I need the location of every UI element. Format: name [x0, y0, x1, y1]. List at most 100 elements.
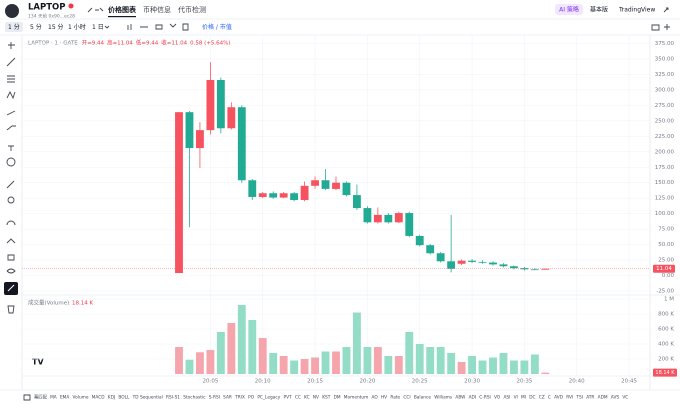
indicator[interactable]: ADM: [598, 395, 608, 401]
interval[interactable]: 1 小时: [68, 23, 86, 31]
indicator[interactable]: RSI-S1: [166, 395, 180, 401]
volume-bar: [175, 347, 183, 374]
indicator[interactable]: NV: [313, 395, 319, 401]
candle-body: [216, 80, 225, 129]
tab[interactable]: 价格图表: [108, 5, 137, 14]
indicator[interactable]: S-RSI: [209, 395, 220, 401]
ai-pill[interactable]: [555, 4, 583, 15]
indicator[interactable]: KC: [304, 395, 310, 401]
indicator[interactable]: EMA: [60, 395, 69, 401]
indicator[interactable]: ASI: [503, 395, 510, 401]
volume-bar: [279, 356, 288, 374]
price-toggle[interactable]: 价格 / 市值: [202, 23, 232, 31]
indicator[interactable]: TSI: [575, 395, 583, 401]
icons[interactable]: [87, 7, 104, 13]
x-tick-label: 20:25: [412, 379, 428, 385]
y-tick-label: 50.00: [658, 242, 674, 248]
candle-body: [415, 235, 424, 246]
volume-bar: [342, 347, 351, 374]
indicator[interactable]: PVT: [283, 395, 292, 401]
volume-bar: [478, 360, 487, 374]
settings-icon[interactable]: [23, 394, 31, 401]
indicator[interactable]: Stochastic: [183, 395, 206, 401]
indicator[interactable]: C-RSI: [479, 395, 491, 401]
candle-body: [311, 180, 319, 186]
indicator[interactable]: VO: [494, 395, 501, 401]
y-tick-label: 375.00: [655, 41, 675, 47]
volume-tick-label: 1 M: [664, 297, 674, 303]
indicator[interactable]: ADI: [469, 395, 477, 401]
indicator[interactable]: Volume: [73, 395, 89, 401]
volume-bar: [447, 353, 456, 374]
indicator[interactable]: Momentum: [344, 395, 368, 401]
indicator[interactable]: PO: [248, 395, 255, 401]
tab[interactable]: 币种信息: [143, 5, 171, 14]
indicator[interactable]: MI: [521, 395, 526, 401]
y-tick-label: 200.00: [655, 149, 675, 155]
indicator[interactable]: ABW: [455, 395, 466, 401]
volume-bar: [248, 320, 257, 374]
basic-button[interactable]: 基本版: [590, 6, 608, 14]
indicator[interactable]: CC: [295, 395, 301, 401]
indicator[interactable]: TD Sequential: [132, 395, 163, 401]
indicator[interactable]: SAR: [223, 395, 232, 401]
expand-icon[interactable]: [663, 7, 669, 13]
indicator[interactable]: DM: [334, 395, 341, 401]
candle-body: [206, 80, 215, 131]
indicator[interactable]: BOLL: [118, 395, 130, 401]
interval[interactable]: 1 分: [8, 23, 20, 31]
indicator[interactable]: KDJ: [108, 395, 115, 401]
candle-body: [185, 112, 194, 149]
interval[interactable]: 15 分: [48, 23, 64, 31]
indicator[interactable]: RVI: [566, 395, 573, 401]
indicator[interactable]: AVD: [554, 395, 564, 401]
volume-bar: [541, 372, 550, 374]
toolbar-right-icons[interactable]: [651, 24, 670, 31]
candle-body: [258, 193, 267, 197]
ai-button[interactable]: AI 策略: [559, 6, 579, 14]
indicator[interactable]: VI: [514, 395, 518, 401]
indicator[interactable]: DC: [529, 395, 535, 401]
indicator[interactable]: CZ: [539, 395, 545, 401]
indicator[interactable]: PC_Legacy: [257, 395, 280, 401]
x-tick-label: 20:45: [621, 379, 637, 385]
x-tick-label: 20:35: [516, 379, 532, 385]
y-tick-label: 225.00: [655, 134, 675, 140]
candle-body: [541, 268, 550, 270]
indicator[interactable]: Williams: [434, 395, 453, 401]
indicator[interactable]: ATR: [586, 395, 594, 401]
volume-tick-label: 200 K: [658, 357, 674, 363]
indicator[interactable]: AVS: [611, 395, 620, 401]
indicator[interactable]: C: [548, 395, 551, 401]
interval[interactable]: 5 分: [30, 23, 42, 31]
candle-body: [279, 193, 288, 198]
indicator[interactable]: AO: [371, 395, 378, 401]
x-tick-label: 20:15: [307, 379, 323, 385]
candle-body: [175, 112, 183, 274]
indicator[interactable]: CCI: [403, 395, 410, 401]
y-tick-label: 75.00: [658, 227, 674, 233]
ohlc-legend: 0.58 (+5.64%): [190, 41, 230, 47]
drawing-tools[interactable]: [6, 42, 16, 314]
indicator[interactable]: VC: [622, 395, 628, 401]
volume-bar: [530, 354, 539, 374]
candle-body: [510, 266, 518, 269]
indicator[interactable]: MA: [50, 395, 57, 401]
candle-body: [321, 180, 330, 189]
indicator[interactable]: Balance: [414, 395, 431, 401]
x-tick-label: 20:30: [464, 379, 480, 385]
y-tick-label: 275.00: [655, 103, 675, 109]
indicator[interactable]: 幕匹配: [34, 394, 48, 401]
indicator[interactable]: KST: [322, 395, 331, 401]
indicator[interactable]: HV: [381, 395, 387, 401]
candle-body: [332, 182, 340, 189]
toolbar-icons[interactable]: [104, 23, 189, 31]
indicator[interactable]: Rate: [390, 395, 400, 401]
volume-bar: [196, 352, 204, 374]
tab[interactable]: 代币检测: [178, 5, 206, 14]
indicator[interactable]: TRIX: [234, 395, 245, 401]
candle-body: [489, 262, 497, 265]
interval[interactable]: 1 日: [92, 24, 104, 31]
tradingview-button[interactable]: TradingView: [618, 7, 655, 14]
indicator[interactable]: MACD: [92, 395, 106, 401]
